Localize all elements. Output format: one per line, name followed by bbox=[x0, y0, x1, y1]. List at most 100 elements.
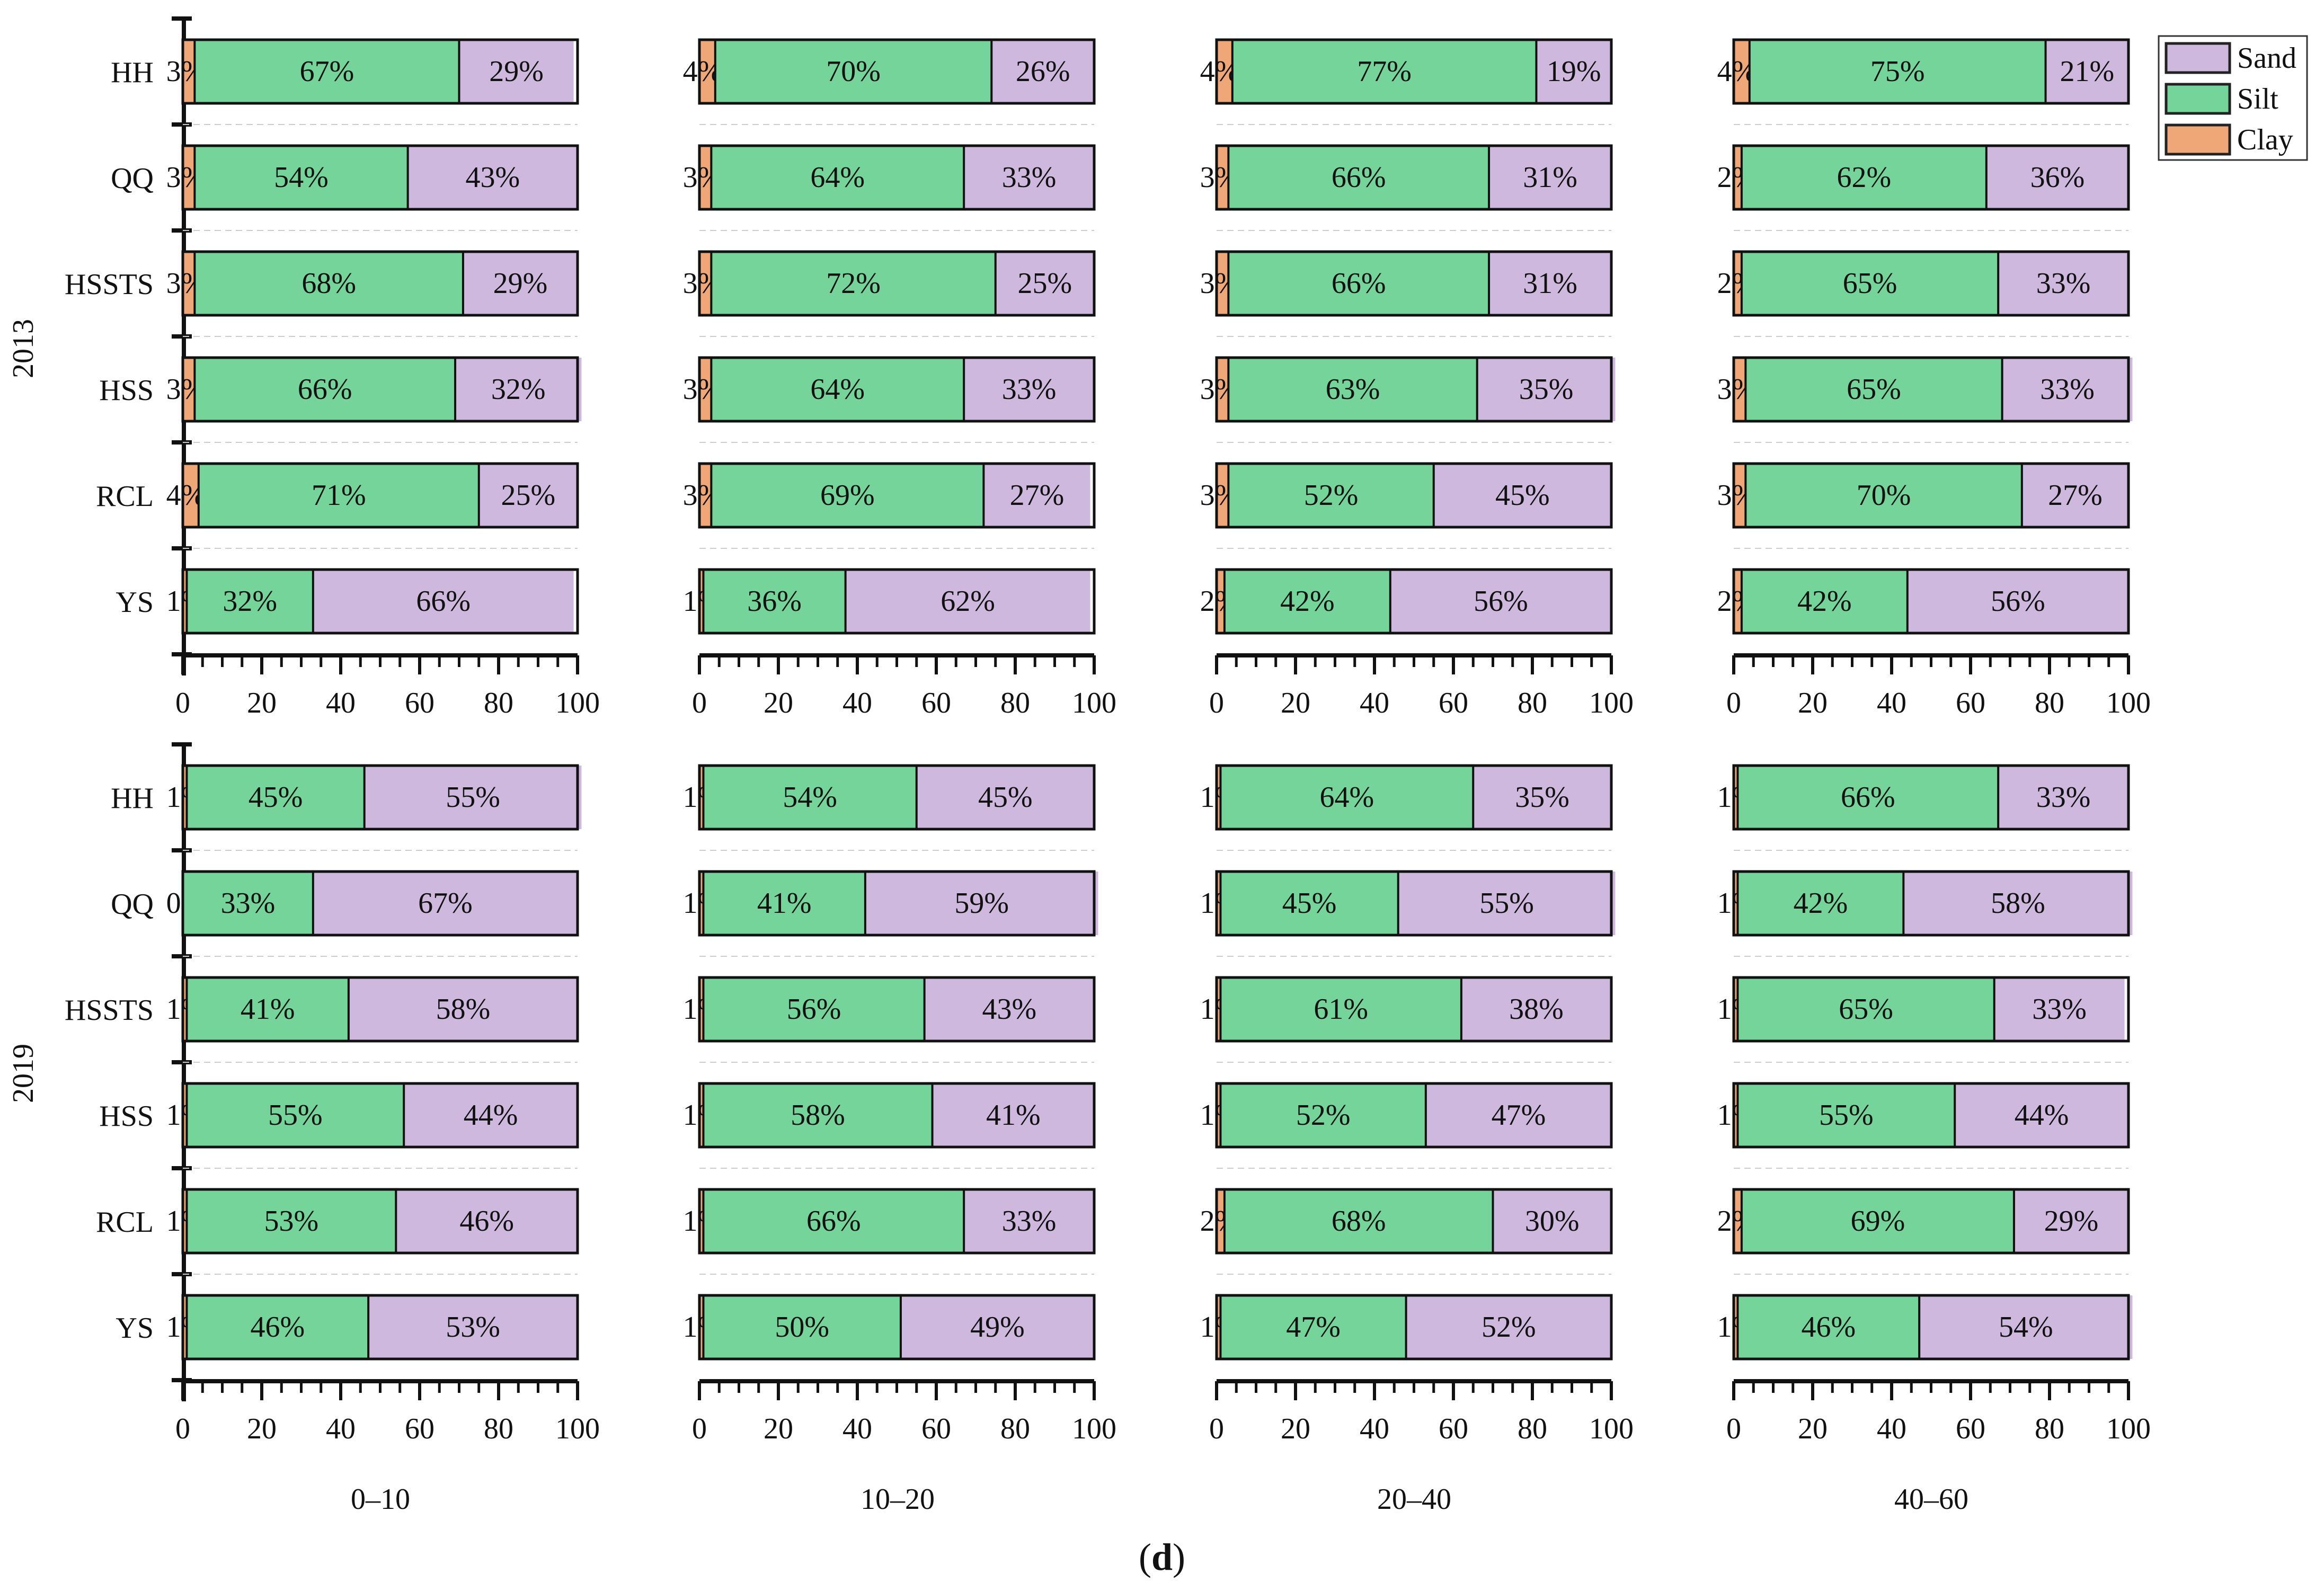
data-label-sand-hss-y2019-40-60: 44% bbox=[2015, 1099, 2069, 1132]
bar-outline-qq-y2019-10-20 bbox=[698, 870, 1096, 937]
data-label-silt-hssts-y2019-0-10: 41% bbox=[241, 993, 295, 1026]
bar-outline-qq-y2019-20-40 bbox=[1215, 870, 1613, 937]
bar-sand-ys-y2013-40-60 bbox=[1907, 570, 2128, 633]
bar-sand-ys-y2013-0-10 bbox=[313, 570, 574, 633]
category-label-ys-y2013: YS bbox=[116, 586, 154, 619]
bar-silt-hss-y2013-10-20 bbox=[711, 358, 964, 421]
bar-sand-hssts-y2019-40-60 bbox=[1994, 977, 2125, 1041]
data-label-silt-hssts-y2013-10-20: 72% bbox=[826, 267, 881, 300]
data-label-silt-hss-y2019-10-20: 58% bbox=[791, 1099, 845, 1132]
data-label-silt-hss-y2013-40-60: 65% bbox=[1847, 373, 1901, 406]
data-label-silt-hssts-y2019-40-60: 65% bbox=[1839, 993, 1893, 1026]
bar-clay-rcl-y2013-40-60 bbox=[1734, 464, 1746, 527]
data-label-sand-hssts-y2013-10-20: 25% bbox=[1018, 267, 1072, 300]
bar-outline-hssts-y2019-0-10 bbox=[181, 976, 579, 1043]
category-label-hss-y2013: HSS bbox=[99, 374, 154, 407]
bar-outline-hss-y2013-10-20 bbox=[698, 356, 1096, 423]
data-label-sand-qq-y2019-40-60: 58% bbox=[1991, 887, 2045, 920]
data-label-sand-hssts-y2019-0-10: 58% bbox=[436, 993, 491, 1026]
value-tick-label-40-y2019-0-10: 40 bbox=[326, 1412, 356, 1445]
bar-clay-ys-y2019-40-60 bbox=[1734, 1295, 1738, 1359]
data-label-silt-rcl-y2019-0-10: 53% bbox=[264, 1205, 319, 1238]
legend-label-clay: Clay bbox=[2237, 123, 2293, 156]
bar-sand-ys-y2019-40-60 bbox=[1919, 1295, 2133, 1359]
bar-clay-qq-y2013-0-10 bbox=[183, 146, 195, 209]
data-label-silt-qq-y2013-10-20: 64% bbox=[810, 161, 865, 194]
bar-outline-hh-y2019-20-40 bbox=[1215, 764, 1613, 831]
data-label-silt-qq-y2013-20-40: 66% bbox=[1332, 161, 1386, 194]
bar-outline-hh-y2019-0-10 bbox=[181, 764, 579, 831]
bar-silt-hssts-y2019-0-10 bbox=[187, 977, 349, 1041]
bar-silt-hh-y2019-10-20 bbox=[703, 766, 917, 829]
bar-sand-rcl-y2019-0-10 bbox=[396, 1189, 578, 1253]
bar-sand-ys-y2019-0-10 bbox=[368, 1295, 578, 1359]
data-label-sand-rcl-y2013-40-60: 27% bbox=[2048, 479, 2103, 512]
data-label-sand-ys-y2019-40-60: 54% bbox=[1999, 1311, 2053, 1344]
bar-clay-rcl-y2019-20-40 bbox=[1217, 1189, 1225, 1253]
data-label-sand-hss-y2019-0-10: 44% bbox=[464, 1099, 518, 1132]
bar-silt-hss-y2013-40-60 bbox=[1745, 358, 2002, 421]
bar-sand-qq-y2013-0-10 bbox=[407, 146, 578, 209]
bar-silt-hh-y2019-20-40 bbox=[1220, 766, 1474, 829]
value-tick-label-80-y2019-0-10: 80 bbox=[484, 1412, 513, 1445]
depth-label-10-20: 10–20 bbox=[861, 1483, 935, 1516]
data-label-sand-hssts-y2013-40-60: 33% bbox=[2036, 267, 2091, 300]
bar-outline-hh-y2013-0-10 bbox=[181, 38, 579, 105]
bar-sand-hss-y2013-0-10 bbox=[455, 358, 582, 421]
value-tick-label-0-y2013-40-60: 0 bbox=[1726, 687, 1741, 719]
value-tick-label-20-y2019-10-20: 20 bbox=[764, 1412, 793, 1445]
data-label-sand-hss-y2013-10-20: 33% bbox=[1002, 373, 1057, 406]
bar-clay-ys-y2019-10-20 bbox=[699, 1295, 704, 1359]
value-tick-label-80-y2019-10-20: 80 bbox=[1000, 1412, 1030, 1445]
bar-silt-hssts-y2013-10-20 bbox=[711, 252, 996, 315]
bar-sand-hss-y2013-40-60 bbox=[2002, 358, 2133, 421]
bar-sand-qq-y2019-40-60 bbox=[1903, 872, 2133, 935]
bar-silt-ys-y2019-10-20 bbox=[703, 1295, 901, 1359]
value-tick-label-100-y2019-0-10: 100 bbox=[555, 1412, 600, 1445]
value-tick-label-100-y2013-40-60: 100 bbox=[2106, 687, 2151, 719]
data-label-silt-hss-y2019-0-10: 55% bbox=[268, 1099, 323, 1132]
data-label-silt-ys-y2019-20-40: 47% bbox=[1286, 1311, 1341, 1344]
bar-silt-rcl-y2019-40-60 bbox=[1741, 1189, 2014, 1253]
bar-silt-hssts-y2019-20-40 bbox=[1220, 977, 1461, 1041]
bar-silt-hss-y2019-20-40 bbox=[1220, 1083, 1426, 1147]
bar-sand-hss-y2019-0-10 bbox=[404, 1083, 578, 1147]
data-label-sand-hss-y2013-0-10: 32% bbox=[491, 373, 546, 406]
bar-outline-hh-y2019-40-60 bbox=[1732, 764, 2130, 831]
bar-silt-ys-y2019-20-40 bbox=[1220, 1295, 1406, 1359]
bar-silt-ys-y2013-20-40 bbox=[1224, 570, 1390, 633]
bar-outline-hh-y2013-40-60 bbox=[1732, 38, 2130, 105]
bar-outline-ys-y2013-20-40 bbox=[1215, 568, 1613, 635]
bar-outline-ys-y2013-10-20 bbox=[698, 568, 1096, 635]
bar-sand-qq-y2013-10-20 bbox=[964, 146, 1094, 209]
bar-clay-ys-y2019-20-40 bbox=[1217, 1295, 1221, 1359]
category-label-hssts-y2019: HSSTS bbox=[65, 994, 154, 1027]
data-label-silt-hh-y2013-40-60: 75% bbox=[1870, 55, 1925, 88]
depth-label-40-60: 40–60 bbox=[1894, 1483, 1968, 1516]
category-label-ys-y2019: YS bbox=[116, 1312, 154, 1345]
data-label-silt-hss-y2013-10-20: 64% bbox=[810, 373, 865, 406]
value-tick-label-100-y2019-10-20: 100 bbox=[1072, 1412, 1116, 1445]
bar-silt-hss-y2019-10-20 bbox=[703, 1083, 933, 1147]
bar-outline-qq-y2019-40-60 bbox=[1732, 870, 2130, 937]
data-label-sand-hh-y2013-0-10: 29% bbox=[489, 55, 544, 88]
bar-sand-ys-y2019-20-40 bbox=[1406, 1295, 1611, 1359]
bar-clay-hh-y2019-0-10 bbox=[183, 766, 187, 829]
bar-silt-qq-y2019-40-60 bbox=[1737, 872, 1904, 935]
bar-silt-rcl-y2013-10-20 bbox=[711, 464, 984, 527]
bar-outline-qq-y2013-10-20 bbox=[698, 144, 1096, 211]
data-label-silt-ys-y2013-10-20: 36% bbox=[747, 585, 802, 618]
value-tick-label-80-y2019-40-60: 80 bbox=[2035, 1412, 2064, 1445]
bar-sand-rcl-y2019-10-20 bbox=[964, 1189, 1094, 1253]
bar-clay-qq-y2019-20-40 bbox=[1217, 872, 1221, 935]
data-label-sand-qq-y2019-0-10: 67% bbox=[418, 887, 473, 920]
bar-clay-hssts-y2013-0-10 bbox=[183, 252, 195, 315]
data-label-silt-hss-y2019-20-40: 52% bbox=[1296, 1099, 1351, 1132]
data-label-silt-hh-y2019-0-10: 45% bbox=[249, 781, 303, 814]
bar-clay-hss-y2013-20-40 bbox=[1217, 358, 1229, 421]
bar-outline-rcl-y2019-40-60 bbox=[1732, 1188, 2130, 1255]
bar-sand-qq-y2019-20-40 bbox=[1398, 872, 1616, 935]
data-label-sand-rcl-y2019-0-10: 46% bbox=[459, 1205, 514, 1238]
bar-silt-ys-y2019-40-60 bbox=[1737, 1295, 1920, 1359]
